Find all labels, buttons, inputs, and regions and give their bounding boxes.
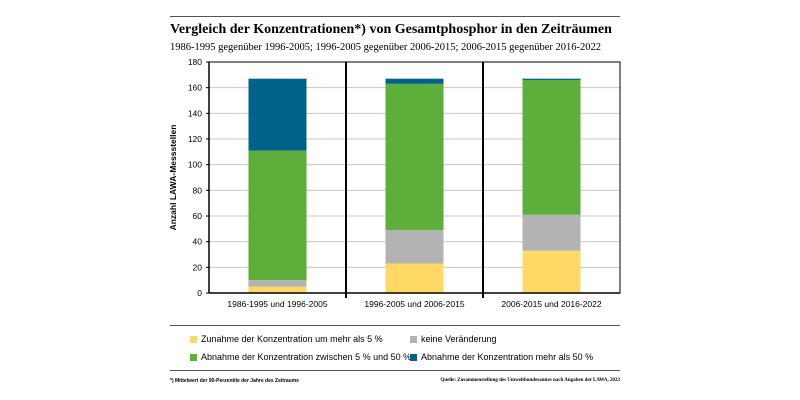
y-axis-title: Anzahl LAWA-Messstellen [168, 125, 178, 231]
legend-swatch-decrease-50 [410, 353, 417, 361]
legend-label-decrease-50: Abnahme der Konzentration mehr als 50 % [421, 352, 594, 362]
legend-swatch-decrease-5-50 [190, 353, 197, 361]
chart-subtitle: 1986-1995 gegenüber 1996-2005; 1996-2005… [170, 42, 601, 53]
legend-bottom-rule [170, 370, 620, 371]
bar-2-series-3 [385, 83, 444, 231]
y-tick-label: 120 [188, 134, 202, 144]
legend-label-increase: Zunahme der Konzentration um mehr als 5 … [201, 334, 383, 344]
bar-2-series-1 [385, 263, 444, 293]
bar-1-series-1 [248, 286, 307, 293]
bar-2-series-4 [385, 78, 444, 84]
stacked-bar-chart: 0 20 40 60 80 100 120 140 160 180 1986-1995 und 19… [168, 57, 621, 309]
bar-1-series-4 [248, 78, 307, 151]
x-category-label: 1996-2005 und 2006-2015 [364, 299, 464, 309]
top-rule [170, 16, 620, 17]
bar-2-series-2 [385, 230, 444, 264]
legend-item-no-change: keine Veränderung [410, 334, 497, 344]
y-tick-label: 80 [193, 185, 203, 195]
footnote: *) Mittelwert der 90-Perzentile der Jahr… [170, 378, 299, 384]
y-tick-label: 20 [193, 262, 203, 272]
y-tick-label: 140 [188, 108, 202, 118]
x-category-label: 2006-2015 und 2016-2022 [501, 299, 601, 309]
bar-1-series-3 [248, 150, 307, 281]
y-tick-label: 0 [197, 288, 202, 298]
legend-item-decrease-5-50: Abnahme der Konzentration zwischen 5 % u… [190, 352, 411, 362]
x-category-label: 1986-1995 und 1996-2005 [227, 299, 327, 309]
legend-top-rule [170, 325, 620, 326]
y-tick-label: 40 [193, 237, 203, 247]
legend-item-increase: Zunahme der Konzentration um mehr als 5 … [190, 334, 383, 344]
legend-label-decrease-5-50: Abnahme der Konzentration zwischen 5 % u… [201, 352, 412, 362]
bar-3-series-1 [522, 250, 581, 293]
bar-3-series-4 [522, 78, 581, 80]
legend-item-decrease-50: Abnahme der Konzentration mehr als 50 % [410, 352, 593, 362]
chart-title: Vergleich der Konzentrationen*) von Gesa… [170, 22, 612, 37]
bar-3-series-3 [522, 79, 581, 215]
bar-3-series-2 [522, 214, 581, 251]
legend-swatch-no-change [410, 335, 417, 343]
y-tick-label: 180 [188, 57, 202, 67]
y-tick-label: 60 [193, 211, 203, 221]
legend-label-no-change: keine Veränderung [421, 334, 497, 344]
chart-legend: Zunahme der Konzentration um mehr als 5 … [190, 334, 620, 366]
legend-swatch-increase [190, 335, 197, 343]
y-tick-label: 100 [188, 160, 202, 170]
y-tick-label: 160 [188, 83, 202, 93]
source-note: Quelle: Zusammenstellung des Umweltbunde… [440, 378, 620, 383]
bar-1-series-2 [248, 280, 307, 287]
